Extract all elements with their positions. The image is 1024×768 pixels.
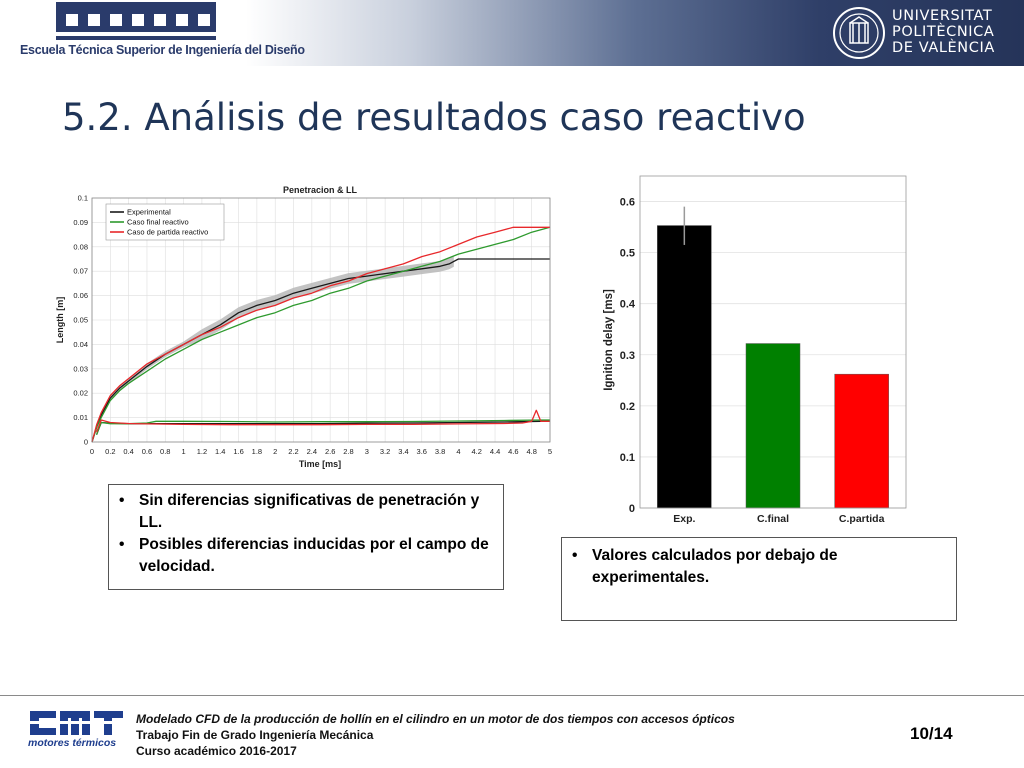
line-chart-x-tick-label: 0 — [90, 447, 94, 456]
footer-text: Modelado CFD de la producción de hollín … — [136, 711, 735, 759]
line-chart-y-tick-label: 0.05 — [73, 316, 88, 325]
line-chart-y-ticks: 0 0.01 0.02 0.03 0.04 0.05 0.06 0.07 0.08 0.09 0.1 — [73, 194, 88, 447]
line-chart-x-ticks: 0 0.2 0.4 0.6 0.8 1 1.2 1.4 1.6 1.8 2 2.2 2.4 2.6 2.8 3… — [90, 447, 552, 456]
line-chart-x-tick-label: 4.4 — [490, 447, 500, 456]
bar-chart-y-tick-label: 0.3 — [620, 350, 635, 362]
line-chart-y-tick-label: 0.07 — [73, 267, 88, 276]
header-band: Escuela Técnica Superior de Ingeniería d… — [0, 0, 1024, 66]
line-chart-x-tick-label: 0.4 — [123, 447, 133, 456]
bar-chart-y-tick-label: 0 — [629, 503, 635, 515]
line-chart-x-tick-label: 0.2 — [105, 447, 115, 456]
line-chart-x-tick-label: 0.8 — [160, 447, 170, 456]
line-chart-x-tick-label: 4.6 — [508, 447, 518, 456]
line-chart-x-tick-label: 0.6 — [142, 447, 152, 456]
line-chart-x-tick-label: 1 — [182, 447, 186, 456]
bar-chart-y-tick-label: 0.4 — [620, 299, 636, 311]
line-chart-frame — [91, 197, 551, 443]
series-line-lift-off-partida — [95, 409, 550, 433]
legend-box — [105, 203, 225, 241]
line-chart-x-tick-label: 1.8 — [252, 447, 262, 456]
bar-chart-x-tick-label: Exp. — [673, 513, 695, 525]
line-chart-x-tick-label: 5 — [548, 447, 552, 456]
penetration-ll-chart: 0 0.2 0.4 0.6 0.8 1 1.2 1.4 1.6 1.8 2 2.2 2.4 2.6 2.8 3… — [55, 185, 552, 469]
footer-line-3: Curso académico 2016-2017 — [136, 744, 297, 758]
line-chart-x-tick-label: 2.2 — [288, 447, 298, 456]
series-line-caso_final — [91, 226, 551, 443]
bar-chart-y-tick-label: 0.5 — [620, 248, 635, 260]
upv-seal-icon — [833, 7, 885, 59]
line-chart-x-tick-label: 4.2 — [472, 447, 482, 456]
ignition-delay-chart: 0 0.1 0.2 0.3 0.4 0.5 0.6 Exp. C.final C.partida… — [603, 175, 907, 525]
etsid-building-icon — [56, 2, 216, 40]
cmt-logo-icon — [26, 711, 126, 735]
university-line-1: UNIVERSITAT — [892, 8, 993, 24]
line-chart-x-tick-label: 3.4 — [398, 447, 408, 456]
legend-label-caso-final: Caso final reactivo — [127, 218, 189, 227]
bar-chart-y-tick-label: 0.6 — [620, 197, 635, 209]
bar-cfinal — [745, 343, 801, 509]
line-chart-y-tick-label: 0.1 — [78, 194, 88, 203]
bar-chart-x-ticks: Exp. C.final C.partida — [673, 513, 884, 525]
page-number: 10/14 — [910, 724, 953, 743]
line-chart-x-tick-label: 2.4 — [307, 447, 317, 456]
line-chart-title: Penetracion & LL — [283, 185, 358, 195]
line-chart-y-tick-label: 0 — [84, 438, 88, 447]
line-chart-x-tick-label: 3.8 — [435, 447, 445, 456]
line-chart-y-tick-label: 0.01 — [73, 413, 88, 422]
school-name: Escuela Técnica Superior de Ingeniería d… — [20, 43, 305, 57]
line-chart-legend: Experimental Caso final reactivo Caso de… — [105, 203, 225, 241]
line-chart-y-tick-label: 0.03 — [73, 364, 88, 373]
bar-chart-x-tick-label: C.partida — [839, 513, 885, 525]
cmt-subtitle: motores térmicos — [28, 737, 117, 749]
footer-rule — [0, 695, 1024, 696]
bar-chart-bars — [657, 206, 889, 509]
line-chart-x-tick-label: 1.4 — [215, 447, 225, 456]
line-chart-x-tick-label: 1.6 — [233, 447, 243, 456]
line-chart-series — [91, 226, 551, 443]
university-line-2: POLITÈCNICA — [892, 24, 995, 40]
series-line-lift-off-final — [95, 419, 550, 435]
bar-exp — [657, 225, 712, 509]
bar-chart-y-tick-label: 0.2 — [620, 401, 635, 413]
bar-cpartida — [834, 373, 889, 509]
series-line-experimental — [91, 258, 550, 443]
line-chart-y-tick-label: 0.04 — [73, 340, 88, 349]
line-chart-ylabel: Length [m] — [55, 297, 65, 344]
bar-chart-ylabel: Ignition delay [ms] — [603, 289, 615, 391]
legend-label-caso-partida: Caso de partida reactivo — [127, 228, 208, 237]
line-chart-x-tick-label: 2.6 — [325, 447, 335, 456]
bar-chart-y-tick-label: 0.1 — [620, 452, 635, 464]
line-chart-axes — [91, 197, 551, 443]
line-chart-x-tick-label: 1.2 — [197, 447, 207, 456]
line-chart-y-tick-label: 0.09 — [73, 218, 88, 227]
legend-label-experimental: Experimental — [127, 208, 171, 217]
footer-line-1: Modelado CFD de la producción de hollín … — [136, 712, 735, 726]
line-chart-y-tick-label: 0.02 — [73, 389, 88, 398]
line-chart-xlabel: Time [ms] — [299, 459, 341, 469]
bar-chart-x-tick-label: C.final — [757, 513, 789, 525]
line-chart-x-tick-label: 2 — [273, 447, 277, 456]
note-right-1: Valores calculados por debajo de experim… — [562, 545, 946, 589]
line-chart-x-tick-label: 3 — [365, 447, 369, 456]
note-left-1: Sin diferencias significativas de penetr… — [109, 490, 493, 534]
line-chart-x-tick-label: 4.8 — [526, 447, 536, 456]
bar-chart-axes — [639, 175, 907, 509]
university-name: UNIVERSITAT POLITÈCNICA DE VALÈNCIA — [892, 8, 995, 56]
line-chart-x-tick-label: 3.6 — [417, 447, 427, 456]
line-chart-x-tick-label: 3.2 — [380, 447, 390, 456]
notes-right-box: Valores calculados por debajo de experim… — [561, 537, 957, 621]
line-chart-x-tick-label: 4 — [456, 447, 460, 456]
notes-left-box: Sin diferencias significativas de penetr… — [108, 484, 504, 590]
bar-chart-frame — [639, 175, 907, 509]
line-chart-y-tick-label: 0.08 — [73, 242, 88, 251]
line-chart-y-tick-label: 0.06 — [73, 291, 88, 300]
slide-title: 5.2. Análisis de resultados caso reactiv… — [62, 96, 806, 139]
series-line-caso_partida — [91, 226, 550, 443]
line-chart-x-tick-label: 2.8 — [343, 447, 353, 456]
university-line-3: DE VALÈNCIA — [892, 40, 995, 56]
note-left-2: Posibles diferencias inducidas por el ca… — [109, 534, 493, 578]
bar-chart-y-ticks: 0 0.1 0.2 0.3 0.4 0.5 0.6 — [620, 197, 636, 515]
footer-line-2: Trabajo Fin de Grado Ingeniería Mecánica — [136, 728, 374, 742]
